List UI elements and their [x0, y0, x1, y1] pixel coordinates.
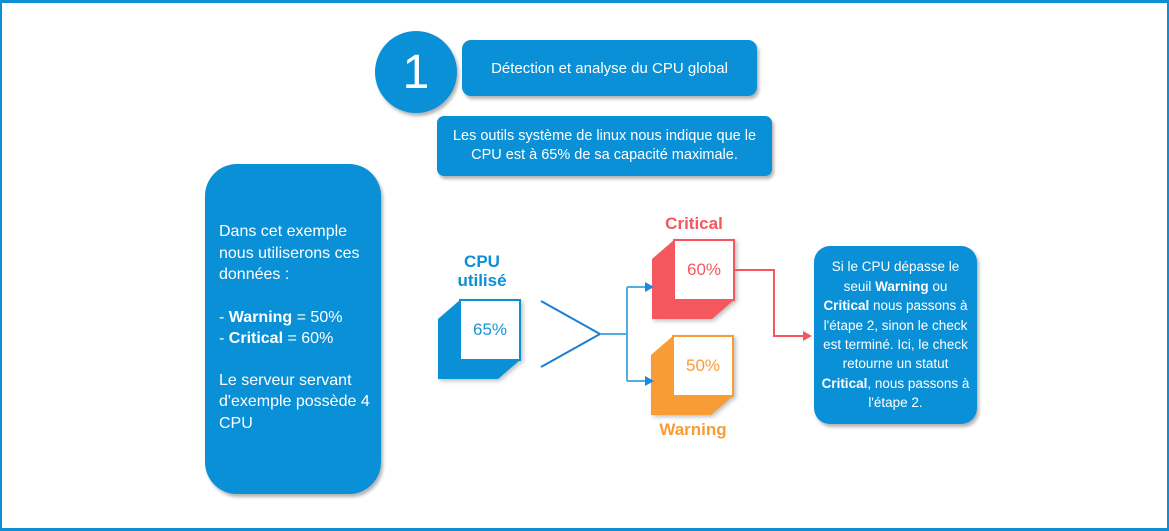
spacer — [219, 286, 371, 307]
cpu-used-shape: 65% — [437, 299, 521, 380]
decision-note: Si le CPU dépasse le seuil Warning ou Cr… — [814, 246, 977, 424]
critical-label: Critical — [665, 214, 723, 233]
decision-text: Si le CPU dépasse le seuil Warning ou Cr… — [821, 259, 970, 411]
info-text: Les outils système de linux nous indique… — [452, 128, 757, 163]
warning-threshold-label: Warning — [228, 308, 293, 326]
title-box: Détection et analyse du CPU global — [462, 40, 757, 96]
cube-icon — [651, 335, 734, 415]
arrowhead-to-note-icon — [803, 331, 812, 341]
connector-cpu-bottom — [540, 333, 601, 368]
step-number: 1 — [402, 45, 430, 99]
connector-critical-to-note — [734, 269, 803, 337]
cpu-used-value: 65% — [472, 320, 508, 339]
critical-value: 60% — [686, 260, 722, 279]
warning-value: 50% — [685, 356, 721, 375]
spacer — [219, 350, 371, 370]
title-text: Détection et analyse du CPU global — [491, 59, 728, 77]
cube-icon — [438, 299, 521, 379]
cpu-used-label: CPU utilisé — [457, 252, 507, 290]
branch-bracket — [600, 286, 645, 382]
connector-cpu-top — [540, 300, 601, 335]
warning-threshold-line: - Warning = 50% — [219, 308, 343, 326]
step-number-badge: 1 — [375, 31, 457, 113]
example-data-note: Dans cet exemple nous utiliserons ces do… — [205, 164, 381, 494]
critical-shape: 60% — [651, 239, 735, 320]
warning-label: Warning — [659, 420, 727, 439]
example-outro: Le serveur servant d'exemple possède 4 C… — [219, 371, 370, 432]
info-box: Les outils système de linux nous indique… — [437, 116, 772, 176]
critical-threshold-line: - Critical = 60% — [219, 330, 334, 347]
example-intro: Dans cet exemple nous utiliserons ces do… — [219, 223, 360, 283]
warning-shape: 50% — [650, 335, 734, 416]
critical-threshold-label: Critical — [228, 330, 284, 347]
